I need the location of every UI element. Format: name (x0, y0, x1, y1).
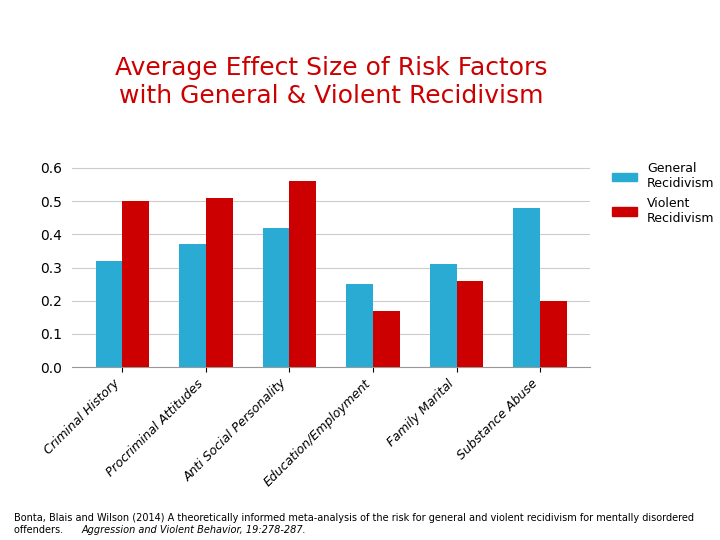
Bar (263, 228, 289, 367)
Bar (96, 261, 122, 367)
Text: Average Effect Size of Risk Factors
with General & Violent Recidivism: Average Effect Size of Risk Factors with… (115, 56, 547, 108)
Bar (513, 208, 540, 367)
Bar (373, 310, 400, 367)
Bar (430, 264, 456, 367)
Bar (346, 284, 373, 367)
Bar (206, 198, 233, 367)
Bar (122, 201, 149, 367)
Bar (540, 301, 567, 367)
Bar (289, 181, 316, 367)
Legend: General
Recidivism, Violent
Recidivism: General Recidivism, Violent Recidivism (607, 158, 719, 230)
Text: Aggression and Violent Behavior, 19:278-287.: Aggression and Violent Behavior, 19:278-… (81, 524, 306, 535)
Text: Bonta, Blais and Wilson (2014) A theoretically informed meta-analysis of the ris: Bonta, Blais and Wilson (2014) A theoret… (14, 513, 694, 535)
Bar (456, 281, 483, 367)
Bar (179, 244, 206, 367)
